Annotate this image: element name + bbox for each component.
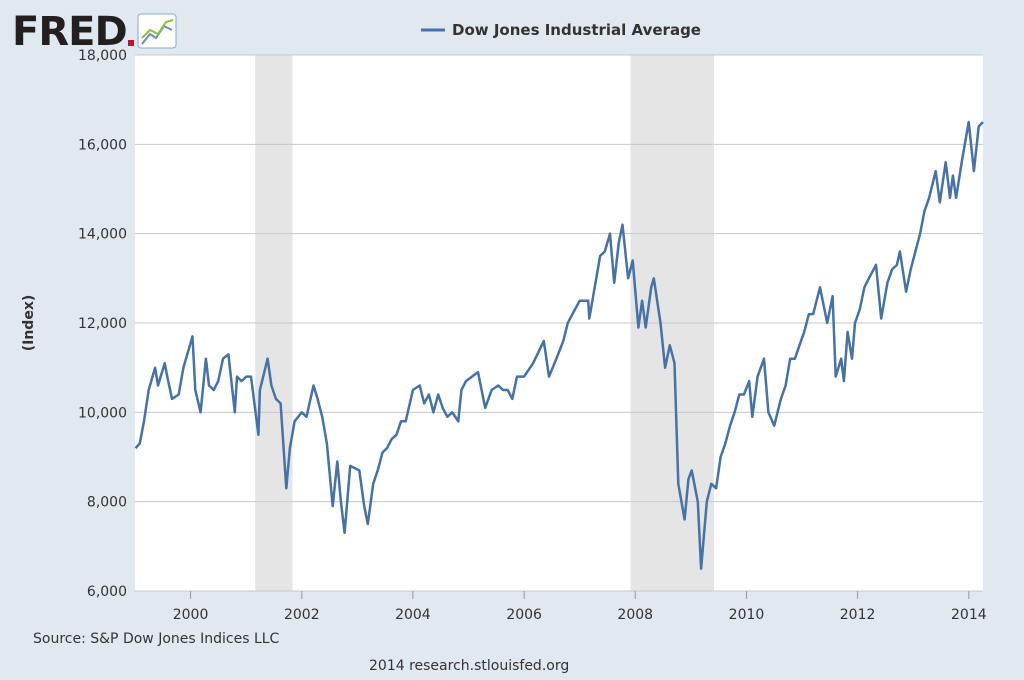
- y-tick-label: 6,000: [87, 584, 127, 600]
- x-tick-label: 2004: [395, 607, 431, 623]
- x-tick-label: 2002: [284, 607, 320, 623]
- y-tick-label: 12,000: [78, 316, 127, 332]
- y-axis-ticks: 6,000 8,000 10,000 12,000 14,000 16,000 18,000: [78, 48, 127, 600]
- legend: Dow Jones Industrial Average: [421, 21, 701, 39]
- x-tick-label: 2006: [506, 607, 542, 623]
- x-tick-label: 2012: [840, 607, 876, 623]
- chart-logo-icon: [137, 13, 177, 49]
- x-axis-ticks: 2000 2002 2004 2006 2008 2010 2012 2014: [173, 591, 987, 623]
- x-tick-label: 2000: [173, 607, 209, 623]
- fred-logo[interactable]: FRED: [12, 9, 177, 55]
- y-tick-label: 16,000: [78, 137, 127, 153]
- legend-label: Dow Jones Industrial Average: [452, 21, 701, 39]
- fred-logo-registered-dot: [128, 40, 134, 46]
- source-note: Source: S&P Dow Jones Indices LLC: [33, 631, 280, 647]
- y-tick-label: 8,000: [87, 495, 127, 511]
- y-tick-label: 14,000: [78, 227, 127, 243]
- x-tick-label: 2014: [951, 607, 987, 623]
- fred-logo-text: FRED: [12, 9, 127, 55]
- x-tick-label: 2008: [617, 607, 653, 623]
- series-line-djia: [134, 120, 984, 570]
- credit-link[interactable]: 2014 research.stlouisfed.org: [369, 658, 569, 674]
- x-tick-label: 2010: [729, 607, 765, 623]
- y-axis-title: (Index): [21, 295, 37, 352]
- gridlines: [135, 54, 983, 592]
- y-tick-label: 10,000: [78, 405, 127, 421]
- y-tick-label: 18,000: [78, 48, 127, 64]
